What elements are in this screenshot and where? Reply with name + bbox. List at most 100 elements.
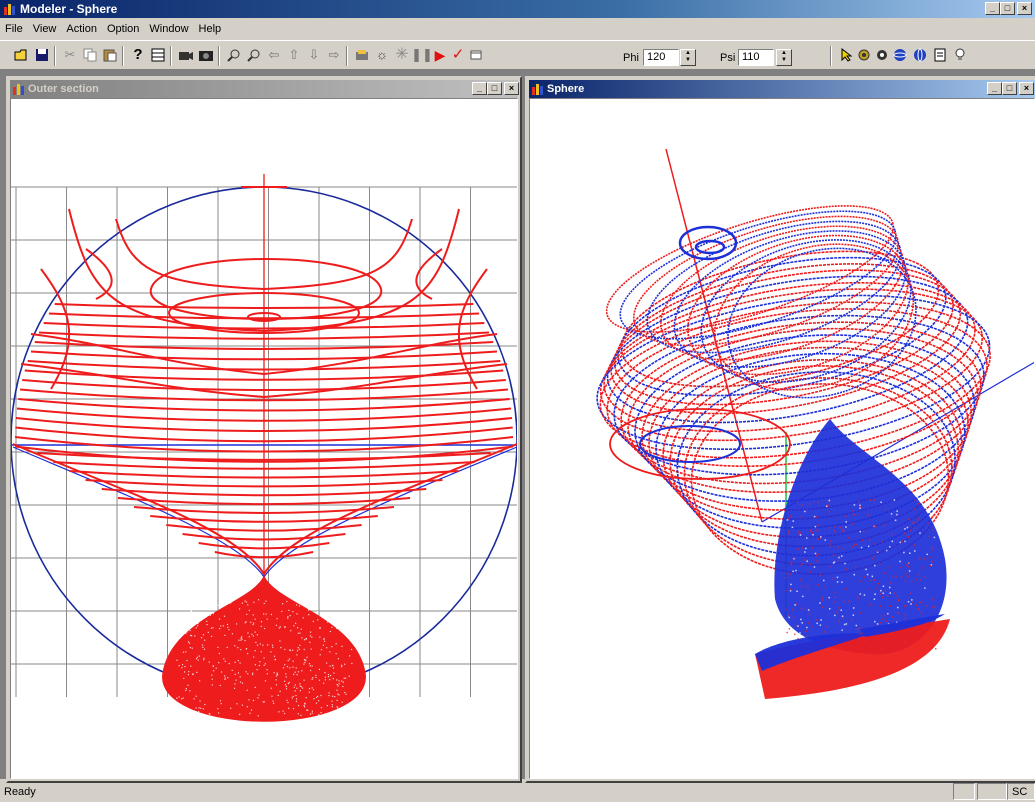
- zoom-in-icon[interactable]: [226, 47, 242, 63]
- open-folder-icon[interactable]: [14, 47, 30, 63]
- gear-icon[interactable]: [874, 47, 890, 63]
- outer-maximize-button[interactable]: □: [487, 82, 502, 95]
- robot-icon[interactable]: ☼: [376, 47, 388, 62]
- close-button[interactable]: ×: [1017, 2, 1032, 15]
- section-curve: [20, 363, 508, 399]
- section-curve: [38, 331, 490, 340]
- menu-bar: File View Action Option Window Help: [0, 19, 1035, 39]
- island-curve: [115, 218, 413, 291]
- chaotic-speckle: [176, 599, 353, 718]
- section-curve: [27, 360, 501, 371]
- orbit-curve: [619, 210, 897, 340]
- orbit-curve: [687, 234, 909, 376]
- phi-spinner[interactable]: ▲ ▼: [680, 49, 696, 66]
- status-pane: [953, 783, 975, 800]
- maximize-button[interactable]: □: [1000, 2, 1015, 15]
- cut-icon[interactable]: ✂: [64, 47, 76, 62]
- sphere-window: Sphere _ □ ×: [525, 76, 1035, 783]
- table-icon[interactable]: [150, 47, 166, 63]
- section-curve: [15, 426, 513, 443]
- toolbar-separator: [218, 46, 220, 66]
- separatrix-curve: [12, 443, 517, 576]
- sphere-minimize-button[interactable]: _: [987, 82, 1002, 95]
- mdi-client-area: Outer section _ □ × Sphere _ □ ×: [0, 70, 1035, 783]
- psi-spinner[interactable]: ▲ ▼: [776, 49, 792, 66]
- erase-icon[interactable]: [354, 47, 370, 63]
- phi-label: Phi: [623, 52, 639, 64]
- section-curve: [37, 452, 491, 461]
- sphere-3d-plot: [596, 148, 1034, 699]
- document-icon[interactable]: [932, 47, 948, 63]
- zoom-out-icon[interactable]: [246, 47, 262, 63]
- pointer-icon[interactable]: [838, 47, 854, 63]
- camera-icon[interactable]: [178, 47, 194, 63]
- section-curve: [53, 461, 475, 470]
- outer-close-button[interactable]: ×: [504, 82, 519, 95]
- toolbar-separator: [122, 46, 124, 66]
- help-question-icon[interactable]: ?: [133, 46, 143, 63]
- status-pane-sc: SC: [1007, 783, 1035, 800]
- asterisk-icon[interactable]: ✳: [395, 46, 409, 63]
- lightbulb-icon[interactable]: [952, 47, 968, 63]
- toolbar-separator: [346, 46, 348, 66]
- menu-action[interactable]: Action: [66, 23, 97, 35]
- save-icon[interactable]: [34, 47, 50, 63]
- point-icon[interactable]: [856, 47, 872, 63]
- sphere-close-button[interactable]: ×: [1019, 82, 1034, 95]
- section-curve: [101, 488, 427, 497]
- island-curve: [247, 312, 281, 322]
- outer-section-title-bar[interactable]: Outer section _ □ ×: [10, 80, 519, 98]
- menu-file[interactable]: File: [5, 23, 23, 35]
- globe-icon[interactable]: [892, 47, 908, 63]
- sphere-maximize-button[interactable]: □: [1002, 82, 1017, 95]
- app-title: Modeler - Sphere: [20, 2, 118, 16]
- play-icon[interactable]: ▶: [434, 47, 446, 63]
- toolbar: ✂ ? ⇦ ⇧ ⇩ ⇨ ☼ ✳ ❚❚ ▶ ✓ Phi 120 ▲ ▼ Psi 11…: [0, 40, 1035, 70]
- orbit-curve: [610, 269, 962, 415]
- menu-window[interactable]: Window: [149, 23, 189, 35]
- island-curve: [415, 248, 443, 300]
- outer-section-canvas[interactable]: [10, 98, 518, 779]
- orbit-curve: [660, 225, 904, 361]
- chaotic-region: [860, 614, 945, 637]
- sphere-title: Sphere: [547, 83, 585, 95]
- sphere-icon[interactable]: [912, 47, 928, 63]
- menu-help[interactable]: Help: [198, 23, 222, 35]
- paste-icon[interactable]: [102, 47, 118, 63]
- chaotic-region: [755, 619, 950, 699]
- copy-icon[interactable]: [82, 47, 98, 63]
- menu-view[interactable]: View: [32, 23, 57, 35]
- section-curve: [30, 350, 498, 361]
- menu-option[interactable]: Option: [106, 23, 140, 35]
- psi-label: Psi: [720, 52, 736, 64]
- island-curve: [639, 425, 741, 463]
- orbit-curve: [596, 294, 991, 451]
- section-curve: [166, 524, 362, 532]
- section-curve: [150, 515, 378, 523]
- sphere-title-bar[interactable]: Sphere _ □ ×: [529, 80, 1035, 98]
- arrow-up-icon[interactable]: ⇧: [288, 47, 300, 62]
- outer-section-title: Outer section: [28, 83, 99, 95]
- window-icon[interactable]: [468, 47, 484, 63]
- island-curve: [85, 248, 113, 300]
- section-curve: [85, 479, 443, 488]
- pause-icon[interactable]: ❚❚: [411, 47, 433, 62]
- arrow-down-icon[interactable]: ⇩: [308, 47, 320, 62]
- check-icon[interactable]: ✓: [451, 46, 465, 63]
- child-window-icon: [13, 84, 24, 95]
- app-title-bar: Modeler - Sphere _ □ ×: [0, 0, 1035, 18]
- phi-input[interactable]: 120: [643, 49, 679, 66]
- arrow-right-icon[interactable]: ⇨: [328, 47, 340, 62]
- outer-section-window: Outer section _ □ ×: [6, 76, 522, 783]
- section-curve: [54, 303, 474, 309]
- minimize-button[interactable]: _: [985, 2, 1000, 15]
- outer-minimize-button[interactable]: _: [472, 82, 487, 95]
- section-curve: [16, 407, 512, 422]
- snapshot-icon[interactable]: [198, 47, 214, 63]
- arrow-left-icon[interactable]: ⇦: [268, 47, 280, 62]
- section-curve: [15, 417, 513, 432]
- section-curve: [43, 322, 485, 330]
- orbit-curve: [727, 247, 917, 399]
- psi-input[interactable]: 110: [738, 49, 774, 66]
- sphere-canvas[interactable]: [529, 98, 1035, 779]
